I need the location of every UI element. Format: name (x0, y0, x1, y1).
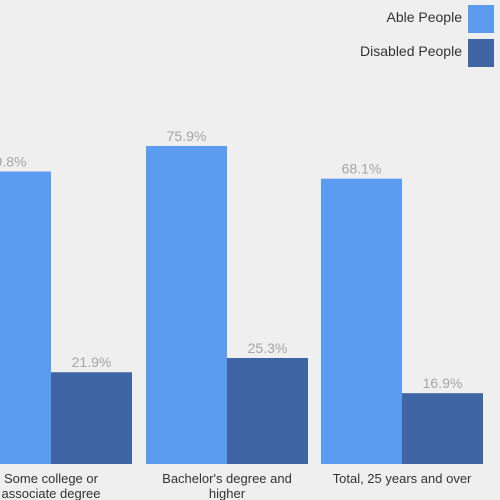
chart-legend: Able People Disabled People (360, 5, 494, 67)
x-tick-label-some-college-line-2: associate degree (1, 486, 100, 500)
bar-disabled-people-total-25-plus[interactable] (402, 393, 483, 464)
legend-label-able-people: Able People (386, 9, 462, 25)
legend-label-disabled-people: Disabled People (360, 43, 462, 59)
value-label-able-people-total-25-plus: 68.1% (342, 161, 382, 177)
x-tick-label-bachelors-degree-line-2: higher (209, 486, 246, 500)
value-label-disabled-people-some-college: 21.9% (72, 354, 112, 370)
bar-disabled-people-bachelors-degree[interactable] (227, 357, 308, 464)
x-tick-label-some-college-line-1: Some college or (4, 471, 99, 486)
bar-group-total-25-plus: 68.1% 16.9% Total, 25 years and over (321, 161, 483, 486)
value-label-able-people-some-college: 9.8% (0, 154, 26, 170)
legend-item-disabled-people[interactable]: Disabled People (360, 39, 494, 67)
legend-item-able-people[interactable]: Able People (386, 5, 494, 33)
bar-able-people-bachelors-degree[interactable] (146, 145, 227, 464)
value-label-able-people-bachelors-degree: 75.9% (167, 128, 207, 144)
bar-disabled-people-some-college[interactable] (51, 372, 132, 464)
x-tick-label-total-25-plus-line-1: Total, 25 years and over (333, 471, 472, 486)
x-tick-label-bachelors-degree-line-1: Bachelor's degree and (162, 471, 292, 486)
value-label-disabled-people-total-25-plus: 16.9% (423, 375, 463, 391)
bar-able-people-total-25-plus[interactable] (321, 178, 402, 464)
legend-swatch-able-people (468, 5, 494, 33)
value-label-disabled-people-bachelors-degree: 25.3% (248, 340, 288, 356)
legend-swatch-disabled-people (468, 39, 494, 67)
bar-able-people-some-college[interactable] (0, 171, 51, 464)
